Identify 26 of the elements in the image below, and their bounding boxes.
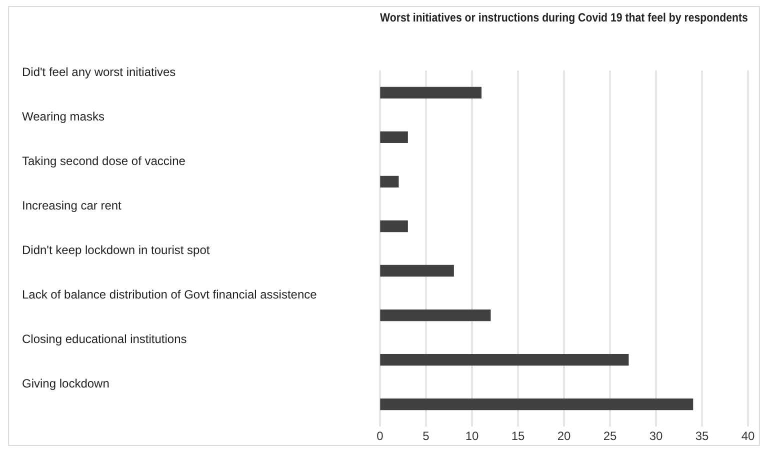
bar — [380, 176, 399, 188]
y-tick-label: Did't feel any worst initiatives — [22, 64, 176, 79]
bar — [380, 309, 491, 322]
x-tick-label: 25 — [603, 429, 617, 444]
bar — [380, 131, 408, 144]
y-tick-label: Giving lockdown — [22, 376, 110, 391]
bar — [380, 264, 454, 277]
x-tick-label: 40 — [741, 429, 755, 444]
y-tick-label: Increasing car rent — [22, 198, 122, 213]
x-tick-label: 5 — [422, 429, 430, 444]
x-tick-label: 20 — [557, 429, 571, 444]
y-tick-label: Taking second dose of vaccine — [22, 154, 186, 168]
bar — [380, 220, 408, 232]
x-tick-label: 30 — [649, 429, 663, 444]
bar — [380, 86, 482, 98]
x-tick-label: 0 — [376, 429, 384, 444]
chart-title: Worst initiatives or instructions during Covid 19 that feel by respondents — [380, 12, 748, 25]
x-tick-label: 15 — [511, 429, 525, 444]
bar — [380, 398, 694, 410]
y-tick-label: Didn't keep lockdown in tourist spot — [22, 243, 210, 258]
x-tick-label: 35 — [695, 429, 709, 444]
x-tick-label: 10 — [465, 429, 479, 444]
y-tick-label: Lack of balance distribution of Govt financial assistence — [22, 288, 318, 302]
y-tick-label: Closing educational institutions — [22, 332, 187, 346]
y-tick-label: Wearing masks — [22, 110, 104, 124]
bar — [380, 354, 629, 366]
